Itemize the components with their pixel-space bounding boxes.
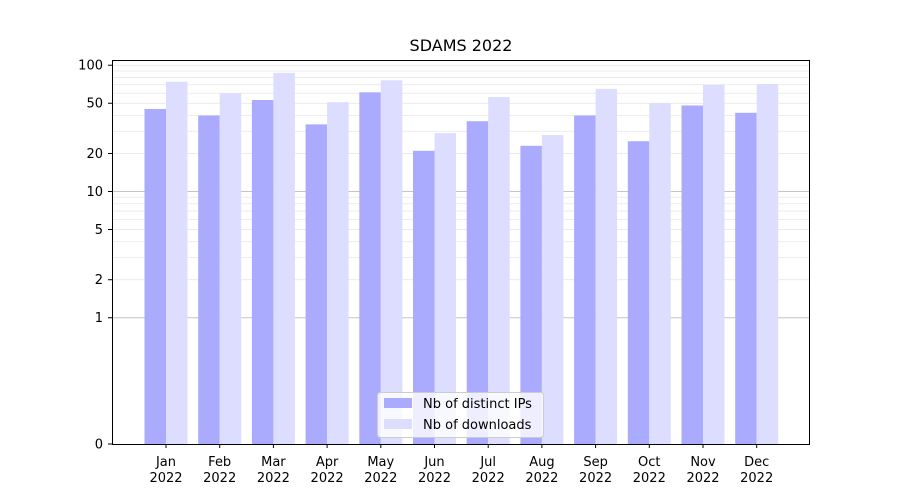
x-tick-label: Jul bbox=[479, 455, 496, 470]
bar-distinct-ips bbox=[627, 141, 650, 444]
x-tick-label-year: 2022 bbox=[149, 471, 182, 486]
bar-downloads bbox=[649, 103, 671, 444]
x-tick-label: May bbox=[367, 455, 394, 470]
x-tick-label: Jan bbox=[155, 455, 176, 470]
legend-box bbox=[377, 392, 544, 438]
legend: Nb of distinct IPs Nb of downloads bbox=[377, 392, 544, 438]
x-tick-label-year: 2022 bbox=[579, 471, 612, 486]
x-tick-label-year: 2022 bbox=[740, 471, 773, 486]
plot-frame bbox=[112, 60, 810, 445]
bar-distinct-ips bbox=[520, 145, 542, 444]
x-tick-label: Aug bbox=[529, 455, 554, 470]
x-tick-label-year: 2022 bbox=[472, 471, 505, 486]
x-tick-label-year: 2022 bbox=[364, 471, 397, 486]
bar-downloads bbox=[756, 84, 779, 444]
y-tick-label: 2 bbox=[95, 273, 103, 288]
x-tick-label: Feb bbox=[208, 455, 231, 470]
y-tick-label: 20 bbox=[86, 147, 103, 162]
bar-downloads bbox=[380, 80, 403, 444]
x-tick-label-year: 2022 bbox=[418, 471, 451, 486]
bar-distinct-ips bbox=[681, 105, 703, 444]
x-tick-label-year: 2022 bbox=[203, 471, 236, 486]
y-tick-label: 0 bbox=[95, 438, 103, 453]
legend-swatch bbox=[384, 398, 412, 408]
bar-downloads bbox=[219, 93, 242, 444]
x-tick-label: Dec bbox=[744, 455, 769, 470]
bar-distinct-ips bbox=[359, 92, 381, 445]
bar-distinct-ips bbox=[144, 109, 166, 444]
y-tick-label: 50 bbox=[86, 97, 103, 112]
bar-distinct-ips bbox=[735, 112, 757, 444]
bar-downloads bbox=[166, 81, 188, 444]
x-tick-label: Jun bbox=[423, 455, 444, 470]
x-tick-label-year: 2022 bbox=[686, 471, 719, 486]
x-axis: Jan2022Feb2022Mar2022Apr2022May2022Jun20… bbox=[149, 444, 773, 486]
bar-downloads bbox=[488, 97, 510, 445]
x-tick-label-year: 2022 bbox=[257, 471, 290, 486]
y-tick-label: 10 bbox=[86, 185, 103, 200]
bar-downloads bbox=[273, 72, 295, 444]
chart-title: SDAMS 2022 bbox=[410, 36, 513, 55]
x-tick-label: Mar bbox=[261, 455, 286, 470]
legend-label: Nb of downloads bbox=[423, 418, 532, 433]
y-axis: 0 1 2 5 10 20 50 100 bbox=[78, 59, 112, 453]
x-tick-label-year: 2022 bbox=[525, 471, 558, 486]
x-tick-label: Oct bbox=[638, 455, 660, 470]
bars bbox=[144, 72, 779, 445]
bar-downloads bbox=[541, 135, 564, 444]
y-tick-label: 5 bbox=[95, 223, 103, 238]
x-tick-label: Sep bbox=[583, 455, 608, 470]
bar-downloads bbox=[703, 84, 725, 445]
bar-distinct-ips bbox=[574, 115, 596, 445]
bar-distinct-ips bbox=[466, 121, 489, 444]
bar-distinct-ips bbox=[198, 115, 220, 445]
x-tick-label-year: 2022 bbox=[311, 471, 344, 486]
bar-downloads bbox=[327, 102, 349, 445]
legend-swatch bbox=[384, 419, 412, 429]
x-tick-label: Nov bbox=[690, 455, 716, 470]
legend-label: Nb of distinct IPs bbox=[423, 397, 532, 412]
bar-downloads bbox=[595, 88, 618, 445]
y-tick-label: 100 bbox=[78, 59, 103, 74]
bar-downloads bbox=[434, 133, 456, 445]
bar-distinct-ips bbox=[251, 100, 274, 445]
x-tick-label: Apr bbox=[316, 455, 339, 470]
bar-distinct-ips bbox=[305, 124, 328, 444]
bar-distinct-ips bbox=[413, 150, 435, 444]
y-tick-label: 1 bbox=[95, 311, 103, 326]
x-tick-label-year: 2022 bbox=[633, 471, 666, 486]
